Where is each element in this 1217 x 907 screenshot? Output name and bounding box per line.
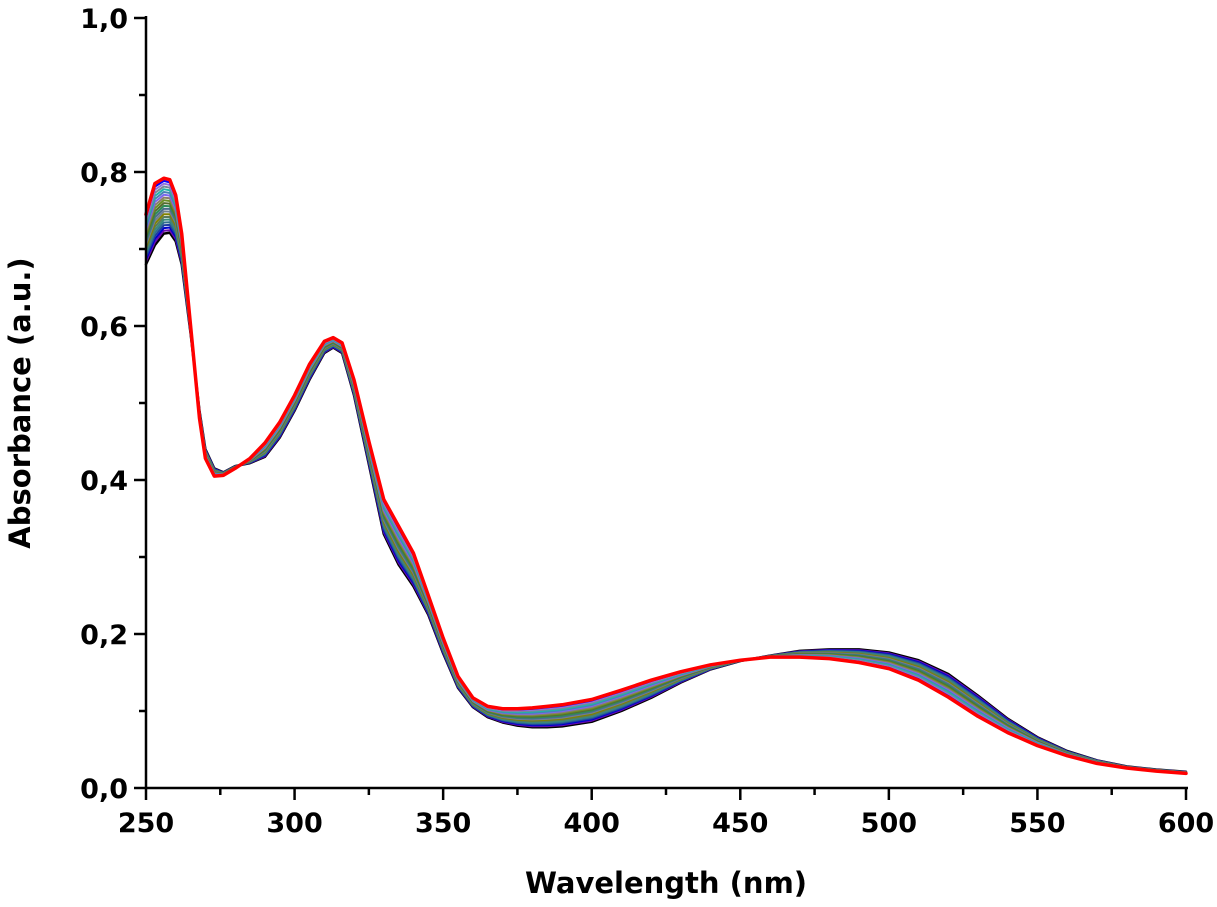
x-tick-label: 450 <box>712 808 768 839</box>
x-tick-label: 600 <box>1158 808 1214 839</box>
x-tick-label: 250 <box>118 808 174 839</box>
y-tick-label: 0,2 <box>80 620 128 651</box>
x-tick-label: 400 <box>564 808 620 839</box>
tick-labels-group: 250 300 350 400 450 500 550 600 0,0 0,2 0,4 0,6 0,8 1… <box>80 4 1214 839</box>
spectrum-line-21 <box>144 176 1188 776</box>
spectra-group <box>144 176 1188 776</box>
x-tick-label: 300 <box>266 808 322 839</box>
y-tick-label: 0,6 <box>80 312 128 343</box>
x-tick-label: 350 <box>415 808 471 839</box>
y-tick-label: 0,8 <box>80 158 128 189</box>
x-axis-title: Wavelength (nm) <box>525 866 807 900</box>
spectrum-line-1 <box>144 231 1188 774</box>
y-tick-label: 0,0 <box>80 774 128 805</box>
axes-group <box>144 16 1188 790</box>
x-tick-label: 500 <box>861 808 917 839</box>
y-axis-title: Absorbance (a.u.) <box>3 257 37 548</box>
y-tick-label: 1,0 <box>80 4 128 35</box>
x-tick-label: 550 <box>1009 808 1065 839</box>
y-tick-label: 0,4 <box>80 466 128 497</box>
ticks-group <box>134 16 1188 800</box>
